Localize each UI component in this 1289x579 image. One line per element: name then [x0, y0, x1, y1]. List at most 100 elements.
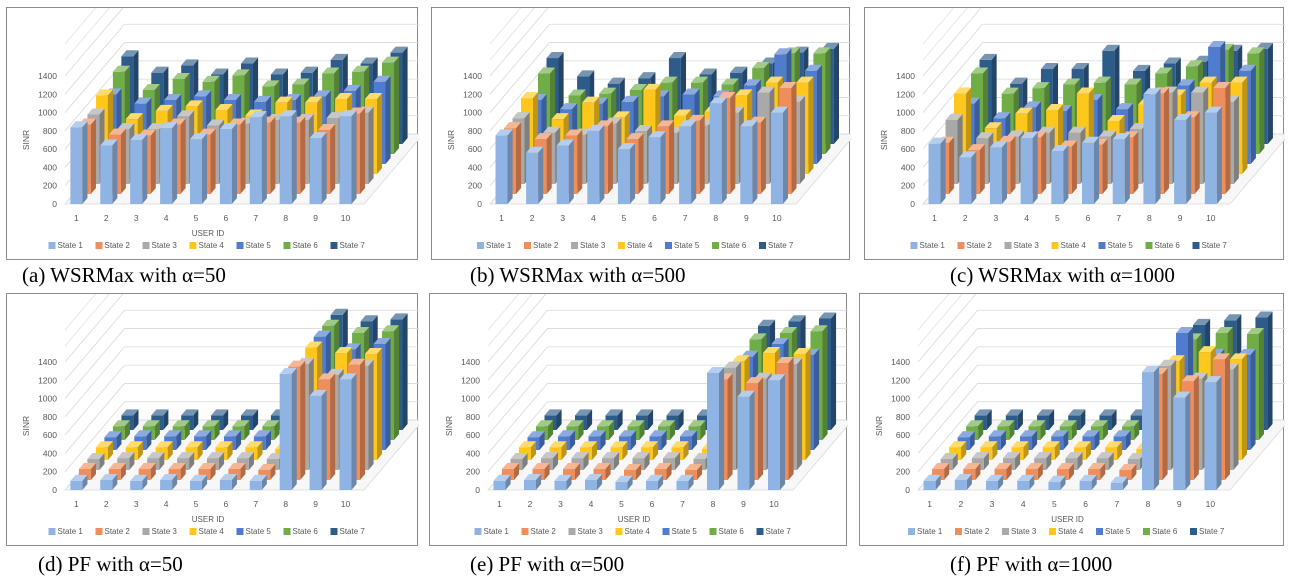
legend-swatch: [474, 528, 482, 535]
bar-state-1-user-7: [1110, 476, 1128, 490]
bar-side: [1091, 474, 1097, 490]
bar-top: [579, 441, 598, 448]
bar-side: [599, 124, 605, 204]
bar-side: [385, 75, 391, 164]
bar-top: [108, 128, 126, 135]
bar-top: [125, 441, 143, 448]
legend-label: State 6: [721, 241, 747, 250]
chart-svg-d: 0 200 400 600 800 1000 1200 1400 SINR 1 2 3 4 5 6 7 8 9 10…: [21, 294, 419, 536]
y-tick-label: 800: [43, 126, 57, 136]
gridline: [917, 294, 977, 363]
bar-top: [949, 441, 967, 448]
legend-label: State 5: [1108, 241, 1134, 250]
bar-front: [767, 380, 780, 490]
bar-top: [198, 128, 216, 135]
bar-top: [745, 377, 764, 384]
chart-panel-a: 0 200 400 600 800 1000 1200 1400 SINR 1 2 3 4 5 6 7 8 9 10…: [6, 7, 419, 260]
legend-label: State 4: [199, 527, 225, 536]
chart-panel-c: 0 200 400 600 800 1000 1200 1400 SINR 1 2 3 4 5 6 7 8 9 10…: [864, 7, 1285, 260]
bar-top: [219, 123, 237, 130]
gridline: [917, 309, 1285, 381]
bar-top: [1006, 130, 1025, 137]
bar-side: [986, 409, 992, 430]
bar-top: [1079, 474, 1097, 481]
bar-state-1-user-3: [554, 474, 572, 490]
x-tick-label: 4: [164, 213, 169, 223]
bar-side: [1124, 133, 1130, 204]
bar-top: [253, 95, 271, 102]
bar-side: [1233, 95, 1239, 184]
bar-side: [1163, 87, 1170, 194]
y-tick-label: 0: [910, 199, 915, 209]
bar-top: [754, 372, 772, 379]
legend-label: State 3: [152, 527, 178, 536]
x-tick-label: 5: [622, 213, 627, 223]
bar-side: [1250, 348, 1256, 450]
bar-front: [160, 128, 173, 204]
bar-side: [757, 377, 764, 480]
bar-side: [163, 409, 169, 430]
bar-side: [1102, 420, 1109, 440]
bar-front: [932, 469, 945, 480]
bar-front: [1088, 469, 1101, 480]
bar-top: [601, 452, 620, 459]
gridline: [489, 8, 535, 61]
legend-swatch: [189, 528, 197, 535]
y-tick-label: 1000: [891, 394, 910, 404]
bar-side: [1001, 141, 1008, 204]
bar-top: [534, 133, 552, 140]
bar-top: [1215, 327, 1233, 334]
bar-state-1-user-10: [1204, 106, 1222, 204]
bar-top: [627, 420, 645, 427]
x-tick-label: 7: [680, 499, 685, 509]
bar-front: [1056, 469, 1069, 480]
x-tick-label: 2: [528, 499, 533, 509]
x-tick-label: 4: [164, 499, 169, 509]
bar-top: [198, 463, 216, 470]
bar-top: [228, 463, 246, 470]
bar-top: [1076, 87, 1094, 94]
bar-top: [1025, 463, 1043, 470]
bar-top: [691, 76, 709, 83]
bar-front: [78, 469, 91, 480]
bar-top: [974, 409, 992, 416]
bar-front: [495, 135, 508, 204]
bar-side: [368, 106, 374, 184]
bar-top: [546, 52, 564, 59]
bar-top: [582, 96, 600, 103]
bar-side: [652, 441, 659, 460]
bar-state-4-user-5: [215, 441, 233, 460]
legend-swatch: [665, 242, 672, 249]
bar-front: [740, 126, 753, 204]
bar-side: [607, 120, 613, 194]
bar-top: [1099, 130, 1117, 137]
bar-top: [151, 409, 169, 416]
legend-swatch: [283, 528, 291, 535]
bar-side: [376, 347, 383, 460]
bar-top: [737, 390, 755, 397]
bar-top: [275, 96, 293, 103]
bar-top: [177, 110, 195, 117]
y-tick-label: 1200: [896, 89, 915, 99]
gridline: [922, 23, 1285, 95]
bar-side: [1037, 463, 1043, 480]
bar-top: [621, 95, 639, 102]
bar-top: [318, 373, 336, 380]
y-tick-label: 0: [475, 485, 480, 495]
bar-state-2-user-5: [623, 463, 642, 480]
bar-front: [679, 126, 692, 204]
bar-top: [984, 122, 1002, 129]
bar-side: [674, 452, 681, 470]
bar-top: [535, 420, 554, 427]
bar-side: [1250, 64, 1256, 164]
bar-side: [1032, 132, 1038, 204]
bar-side: [627, 475, 633, 490]
bar-side: [700, 420, 706, 440]
y-tick-label: 1200: [463, 89, 482, 99]
bar-top: [160, 122, 178, 129]
bar-top: [1127, 453, 1145, 460]
caption-f: (f) PF with α=1000: [950, 552, 1113, 576]
bar-top: [671, 441, 689, 448]
bar-state-1-user-6: [219, 473, 237, 490]
bar-state-6-user-5: [232, 420, 250, 440]
